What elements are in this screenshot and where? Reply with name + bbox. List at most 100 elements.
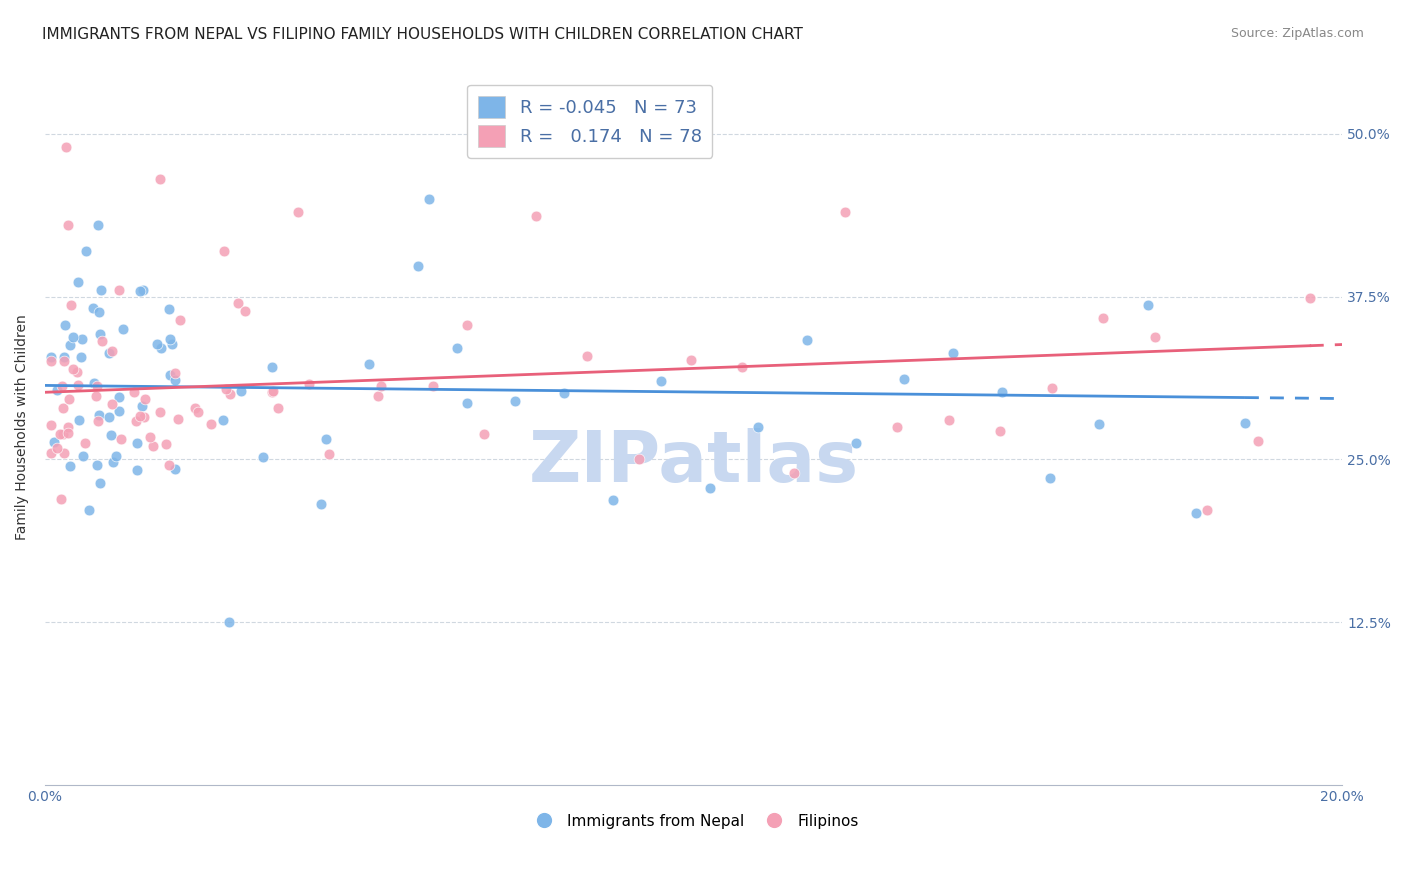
Point [101,455,124,469]
Point [149,172,172,186]
Point [988,424,1011,438]
Point [1247,434,1270,448]
Point [58,218,80,232]
Point [252,450,274,464]
Point [70,332,93,346]
Point [370,378,392,392]
Point [56,426,79,441]
Point [212,244,235,258]
Point [75,244,97,258]
Point [169,313,191,327]
Point [59,337,82,351]
Point [48,426,70,441]
Point [108,283,131,297]
Point [218,615,240,630]
Point [229,384,252,398]
Point [53,354,76,368]
Point [1144,330,1167,344]
Point [406,259,429,273]
Point [87,409,110,423]
Point [66,365,89,379]
Point [942,346,965,360]
Point [262,384,284,399]
Point [110,432,132,446]
Point [51,379,73,393]
Point [90,334,112,349]
Point [893,372,915,386]
Point [1195,503,1218,517]
Point [41,445,63,459]
Point [146,336,169,351]
Point [783,466,806,480]
Point [82,301,104,315]
Point [89,475,111,490]
Point [127,463,149,477]
Point [52,350,75,364]
Point [1299,292,1322,306]
Point [60,298,83,312]
Point [97,345,120,359]
Point [122,385,145,400]
Point [472,427,495,442]
Point [1088,417,1111,432]
Point [67,378,90,392]
Point [318,448,340,462]
Point [456,396,478,410]
Point [163,366,186,380]
Point [1039,471,1062,485]
Point [87,305,110,319]
Point [98,409,121,424]
Point [132,409,155,424]
Legend: Immigrants from Nepal, Filipinos: Immigrants from Nepal, Filipinos [523,807,865,835]
Point [226,296,249,310]
Point [262,385,284,400]
Point [845,436,868,450]
Point [45,383,67,397]
Point [129,409,152,423]
Point [699,481,721,495]
Text: IMMIGRANTS FROM NEPAL VS FILIPINO FAMILY HOUSEHOLDS WITH CHILDREN CORRELATION CH: IMMIGRANTS FROM NEPAL VS FILIPINO FAMILY… [42,27,803,42]
Point [731,360,754,375]
Point [41,350,63,364]
Point [159,332,181,346]
Point [62,362,84,376]
Point [67,413,90,427]
Point [52,427,75,442]
Point [367,389,389,403]
Point [129,284,152,298]
Point [87,414,110,428]
Point [125,414,148,428]
Point [107,390,129,404]
Point [315,432,337,446]
Point [267,401,290,416]
Point [70,350,93,364]
Point [52,446,75,460]
Point [938,413,960,427]
Point [287,204,309,219]
Point [41,354,63,368]
Point [418,192,440,206]
Point [187,405,209,419]
Point [73,435,96,450]
Point [1233,416,1256,430]
Point [87,218,110,232]
Point [105,449,128,463]
Point [125,435,148,450]
Point [260,359,283,374]
Point [215,383,238,397]
Point [66,275,89,289]
Point [1040,381,1063,395]
Point [77,502,100,516]
Point [184,401,207,415]
Point [45,441,67,455]
Point [553,386,575,401]
Point [44,435,66,450]
Point [53,318,76,332]
Point [886,420,908,434]
Point [100,428,122,442]
Point [1092,311,1115,326]
Point [212,413,235,427]
Point [796,333,818,347]
Point [59,459,82,474]
Point [503,393,526,408]
